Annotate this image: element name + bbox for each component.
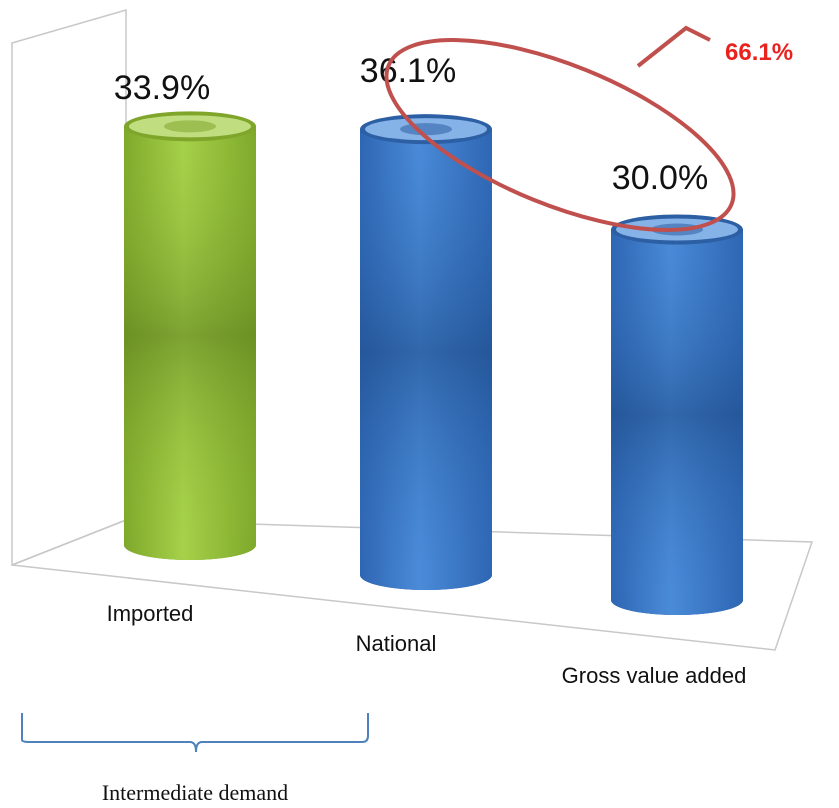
group-brace: Intermediate demand bbox=[21, 713, 369, 805]
callout-label: 66.1% bbox=[725, 39, 793, 66]
bar bbox=[611, 214, 743, 615]
callout-ellipse bbox=[384, 38, 736, 232]
bar-top-hole bbox=[164, 120, 216, 133]
value-label: 33.9% bbox=[114, 69, 210, 107]
bar-bottom-face bbox=[611, 585, 743, 615]
callout-annotation: 66.1% bbox=[384, 25, 793, 232]
bar-body-shade bbox=[360, 129, 492, 576]
group-label: Intermediate demand bbox=[102, 780, 288, 805]
bar bbox=[360, 114, 492, 590]
value-label: 36.1% bbox=[360, 52, 456, 90]
bar-bottom-face bbox=[124, 530, 256, 560]
tick-label: Gross value added bbox=[562, 663, 747, 688]
value-label: 30.0% bbox=[612, 159, 708, 197]
bar-bottom-face bbox=[360, 560, 492, 590]
bar bbox=[124, 111, 256, 560]
bar-body-shade bbox=[124, 126, 256, 546]
bar-top-hole bbox=[400, 123, 452, 136]
bar-body-shade bbox=[611, 229, 743, 600]
callout-leader-line bbox=[636, 25, 711, 68]
tick-label: National bbox=[356, 631, 437, 656]
tick-label: Imported bbox=[107, 601, 194, 626]
bars-group bbox=[124, 111, 743, 615]
